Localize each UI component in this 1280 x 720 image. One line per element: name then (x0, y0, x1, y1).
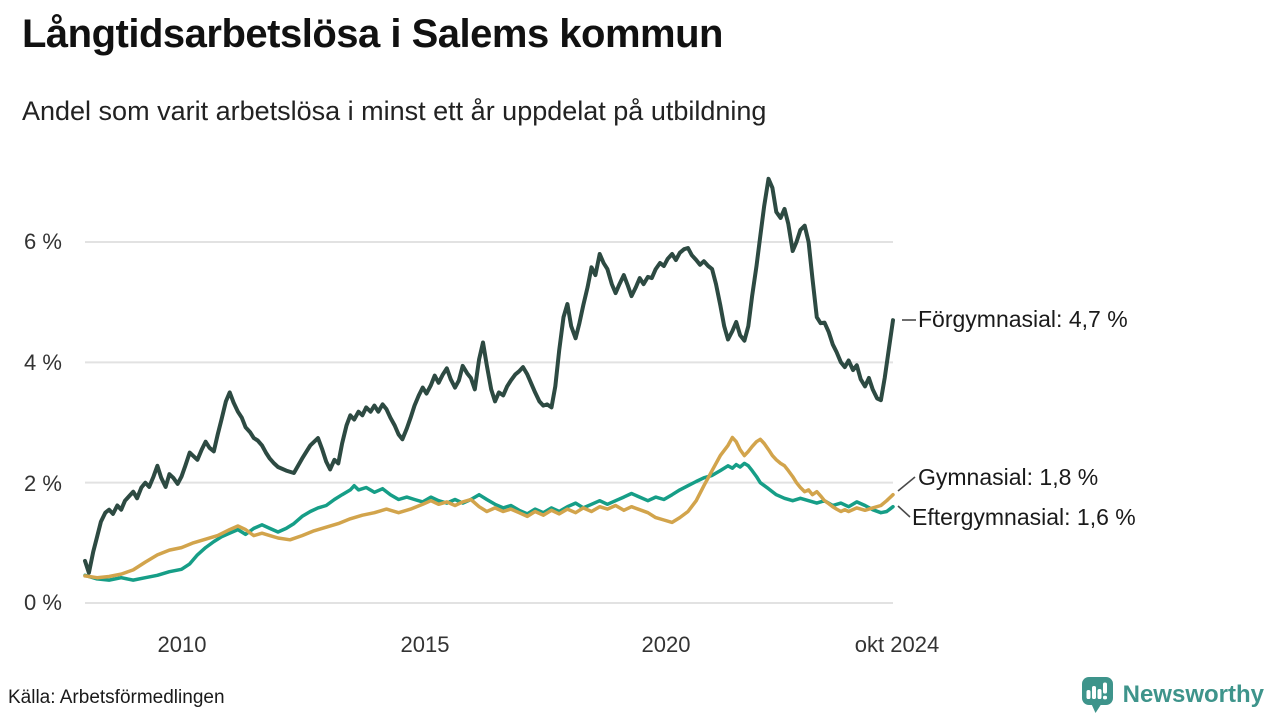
series-label-gymnasial: Gymnasial: 1,8 % (918, 464, 1099, 490)
series-line-förgymnasial (83, 176, 895, 575)
page-subtitle: Andel som varit arbetslösa i minst ett å… (22, 96, 767, 126)
newsworthy-logo-icon (1081, 677, 1113, 713)
source-text: Källa: Arbetsförmedlingen (8, 687, 225, 708)
leader-gymnasial (897, 476, 916, 492)
series-line-eftergymnasial (83, 461, 895, 582)
x-axis-tick-okt-2024: okt 2024 (854, 632, 940, 657)
series-label-eftergymnasial: Eftergymnasial: 1,6 % (912, 504, 1136, 530)
leader-eftergymnasial (897, 505, 911, 518)
x-axis-tick-2020: 2020 (641, 632, 691, 657)
x-axis-tick-2015: 2015 (400, 632, 450, 657)
x-axis-tick-2010: 2010 (157, 632, 207, 657)
series-label-forgymnasial: Förgymnasial: 4,7 % (918, 306, 1128, 332)
y-axis-tick-2: 2 % (24, 471, 62, 496)
newsworthy-logo-text: Newsworthy (1122, 681, 1264, 708)
y-axis-tick-6: 6 % (24, 229, 62, 254)
y-axis-tick-4: 4 % (24, 350, 62, 375)
series-line-gymnasial (83, 435, 895, 580)
page-title: Långtidsarbetslösa i Salems kommun (22, 12, 724, 56)
y-axis-tick-0: 0 % (24, 590, 62, 615)
newsworthy-logo: Newsworthy (1081, 676, 1264, 714)
